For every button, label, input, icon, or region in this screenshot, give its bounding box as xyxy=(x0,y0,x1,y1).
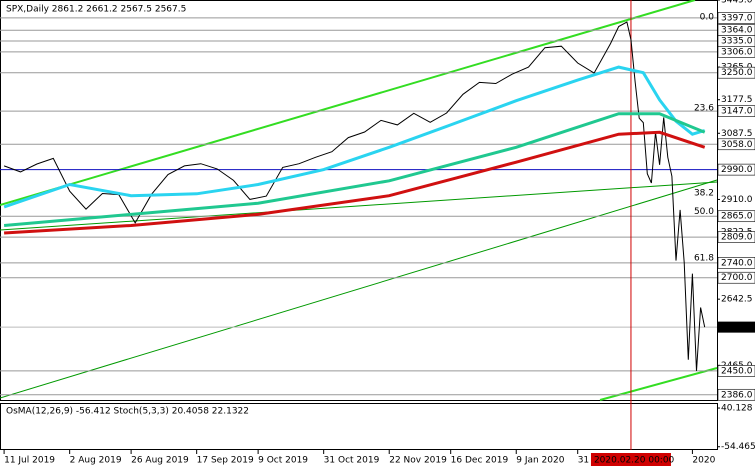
level-box xyxy=(717,12,755,24)
level-label: 2450.0 xyxy=(721,366,753,376)
level-box xyxy=(717,163,755,176)
level-label: 3250.0 xyxy=(721,68,753,78)
level-box xyxy=(717,365,755,377)
fib-label: 61.8 xyxy=(694,253,714,263)
x-tick-label: 9 Oct 2019 xyxy=(258,456,308,466)
fib-label: 23.6 xyxy=(694,104,714,114)
moving-average xyxy=(3,112,706,227)
level-label: 3147.0 xyxy=(721,107,753,117)
level-box xyxy=(717,46,755,58)
y-tick-label: 3177.5 xyxy=(721,95,753,105)
fib-label: 50.0 xyxy=(694,207,714,217)
level-label: 3058.0 xyxy=(721,140,753,150)
fib-label: 38.2 xyxy=(694,189,714,199)
y-tick-label: 3445.0 xyxy=(721,0,753,6)
indicator-tick-label: -54.465 xyxy=(721,442,755,452)
last-price-label: 2567.5 xyxy=(721,323,753,333)
level-label: 3306.0 xyxy=(721,47,753,57)
level-label: 2809.0 xyxy=(721,233,753,243)
level-box xyxy=(717,66,755,79)
indicator-panel xyxy=(0,403,718,450)
level-label: 2865.0 xyxy=(721,212,753,222)
indicator-tick-label: 40.128 xyxy=(721,404,753,414)
indicator-label: OsMA(12,26,9) -56.412 Stoch(5,3,3) 20.40… xyxy=(6,407,249,417)
trend-line xyxy=(0,181,718,231)
x-tick-label: 9 Jan 2020 xyxy=(516,456,564,466)
level-box xyxy=(717,210,755,223)
level-box xyxy=(717,271,755,284)
moving-average xyxy=(3,65,706,209)
level-label: 2990.0 xyxy=(721,165,753,175)
level-label: 3397.0 xyxy=(721,13,753,23)
level-box xyxy=(717,138,755,151)
level-label: 2700.0 xyxy=(721,273,753,283)
channel-line xyxy=(0,0,696,206)
chart-title: SPX,Daily 2861.2 2661.2 2567.5 2567.5 xyxy=(6,5,186,15)
x-tick-label: 22 Nov 2019 xyxy=(389,456,447,466)
level-box xyxy=(717,105,755,117)
x-tick-label: 16 Dec 2019 xyxy=(451,456,509,466)
price-line xyxy=(3,21,706,371)
y-tick-label: 2642.5 xyxy=(721,295,753,305)
level-label: 3335.0 xyxy=(721,37,753,47)
event-label: 2020.02.20 00:00 xyxy=(594,456,675,466)
level-box xyxy=(717,388,755,401)
level-label: 3364.0 xyxy=(721,26,753,36)
y-tick-label: 2910.0 xyxy=(721,195,753,205)
x-tick-label: 2 Aug 2019 xyxy=(70,456,122,466)
y-tick-label: 3087.5 xyxy=(721,129,753,139)
level-label: 2386.0 xyxy=(721,390,753,400)
level-box xyxy=(717,231,755,243)
level-box xyxy=(717,257,755,269)
x-tick-label: 11 Jul 2019 xyxy=(4,456,55,466)
x-tick-label: 2020 xyxy=(692,456,715,466)
fib-label: 0.0 xyxy=(700,12,715,22)
x-tick-label: 31 Oct 2019 xyxy=(324,456,380,466)
moving-average xyxy=(4,130,706,235)
event-box xyxy=(590,453,671,466)
x-tick-label: 26 Aug 2019 xyxy=(131,456,189,466)
level-label: 2740.0 xyxy=(721,258,753,268)
x-tick-label: 17 Sep 2019 xyxy=(197,456,254,466)
last-price-box xyxy=(718,321,755,333)
